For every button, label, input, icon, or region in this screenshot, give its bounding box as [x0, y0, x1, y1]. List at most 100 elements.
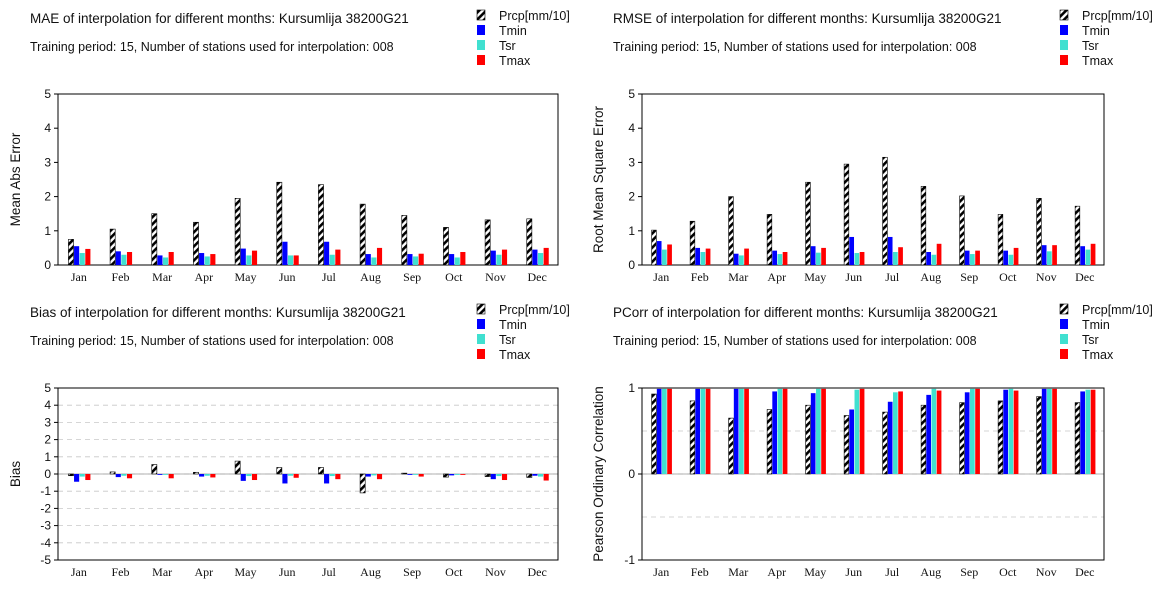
- bar-tmin-may: [240, 248, 246, 265]
- x-tick-label: Apr: [767, 270, 786, 284]
- bar-tmax-jun: [859, 388, 865, 474]
- bar-tmax-mar: [168, 252, 174, 265]
- bar-tsr-aug: [371, 474, 377, 476]
- bar-tmax-oct: [460, 252, 466, 265]
- bar-tsr-dec: [1085, 249, 1091, 265]
- bar-tsr-jul: [329, 254, 335, 265]
- bar-prcpmm10-jul: [882, 411, 888, 475]
- x-tick-label: Jan: [71, 565, 87, 579]
- legend-label: Prcp[mm/10]: [1082, 303, 1153, 317]
- x-tick-label: Aug: [360, 270, 381, 284]
- bar-tmin-nov: [1041, 245, 1047, 265]
- bar-tsr-sep: [413, 256, 419, 265]
- bar-tsr-oct: [1008, 388, 1014, 474]
- bar-prcpmm10-nov: [484, 219, 491, 266]
- bar-tmin-mar: [157, 474, 163, 475]
- bar-tmax-apr: [782, 388, 788, 474]
- bar-tmax-oct: [1013, 247, 1019, 265]
- y-tick-label: 1: [628, 381, 635, 395]
- y-tick-label: 4: [44, 121, 51, 135]
- x-tick-label: Jul: [322, 270, 337, 284]
- y-tick-label: 2: [628, 190, 635, 204]
- legend-swatch-prcpmm10: [476, 303, 486, 315]
- bar-tmax-jul: [335, 474, 341, 480]
- bar-tsr-may: [246, 474, 252, 477]
- chart-title: RMSE of interpolation for different mont…: [613, 11, 1001, 26]
- bar-tmax-sep: [975, 388, 980, 474]
- y-tick-label: 0: [628, 258, 635, 272]
- x-tick-label: Nov: [1036, 565, 1057, 579]
- x-tick-label: Mar: [152, 270, 172, 284]
- bar-tmax-dec: [543, 474, 549, 481]
- bar-tmin-nov: [1041, 388, 1047, 474]
- x-tick-label: Mar: [152, 565, 172, 579]
- bar-tsr-feb: [121, 254, 127, 265]
- y-axis-label: Mean Abs Error: [8, 132, 23, 226]
- legend-label: Tsr: [1082, 333, 1099, 347]
- bar-tsr-may: [816, 388, 821, 474]
- bar-prcpmm10-nov: [1036, 396, 1042, 475]
- legend-label: Tmax: [1082, 348, 1114, 362]
- x-tick-label: Feb: [691, 565, 709, 579]
- bar-prcpmm10-mar: [728, 417, 734, 475]
- bar-tmin-oct: [1003, 389, 1009, 474]
- bar-tmax-jan: [85, 474, 91, 481]
- bar-tmin-apr: [772, 391, 778, 474]
- bar-tmin-feb: [115, 251, 121, 265]
- bar-tmax-feb: [126, 252, 133, 265]
- bar-tsr-aug: [931, 388, 937, 474]
- bar-tsr-feb: [700, 252, 706, 265]
- bar-prcpmm10-aug: [920, 404, 927, 475]
- bar-prcpmm10-jun: [276, 467, 283, 475]
- bar-tmin-jun: [849, 236, 855, 265]
- bar-tmin-jun: [282, 474, 288, 484]
- bar-tmin-jun: [282, 241, 288, 265]
- bar-tsr-nov: [1047, 388, 1052, 474]
- bar-tmin-aug: [365, 254, 371, 265]
- chart-title: Bias of interpolation for different mont…: [30, 305, 406, 320]
- bar-tmin-oct: [1003, 250, 1009, 265]
- x-tick-label: Mar: [728, 565, 748, 579]
- x-tick-label: Feb: [112, 270, 130, 284]
- x-tick-label: Sep: [960, 270, 978, 284]
- bar-tmax-feb: [126, 474, 133, 479]
- bar-tmin-feb: [695, 247, 701, 265]
- y-tick-label: -3: [40, 519, 51, 533]
- x-tick-label: May: [804, 270, 826, 284]
- x-tick-label: Feb: [691, 270, 709, 284]
- y-tick-label: 1: [44, 450, 51, 464]
- y-tick-label: 3: [44, 415, 51, 429]
- bar-tsr-nov: [496, 254, 502, 265]
- bar-tsr-apr: [777, 254, 783, 265]
- x-tick-label: Sep: [960, 565, 978, 579]
- bar-tmax-sep: [975, 250, 980, 265]
- x-tick-label: Sep: [403, 270, 421, 284]
- legend-swatch-tmax: [477, 55, 485, 65]
- y-tick-label: -1: [40, 484, 51, 498]
- bar-tmax-oct: [1013, 390, 1019, 474]
- bar-prcpmm10-oct: [997, 400, 1004, 475]
- bar-prcpmm10-aug: [359, 473, 366, 494]
- bar-tmin-may: [810, 246, 816, 265]
- x-tick-label: Jul: [885, 565, 900, 579]
- bar-tmin-sep: [964, 392, 970, 474]
- bar-tsr-jul: [329, 474, 335, 477]
- bar-tmin-dec: [1080, 391, 1086, 474]
- bar-tsr-mar: [739, 388, 744, 474]
- bar-tmin-mar: [157, 255, 163, 265]
- bar-tmax-jul: [898, 247, 903, 265]
- legend-label: Tmin: [1082, 24, 1110, 38]
- bar-tsr-may: [246, 255, 252, 265]
- x-tick-label: Jun: [845, 565, 862, 579]
- bar-tsr-jul: [893, 392, 898, 474]
- bar-tmin-apr: [199, 253, 205, 265]
- bar-tmin-nov: [490, 474, 496, 480]
- bar-prcpmm10-aug: [359, 203, 366, 266]
- bar-prcpmm10-jul: [882, 156, 888, 266]
- legend-swatch-tsr: [1060, 40, 1068, 50]
- x-tick-label: Oct: [445, 270, 463, 284]
- x-tick-label: Aug: [920, 565, 941, 579]
- y-tick-label: -5: [40, 553, 51, 567]
- bar-prcpmm10-jun: [843, 163, 850, 266]
